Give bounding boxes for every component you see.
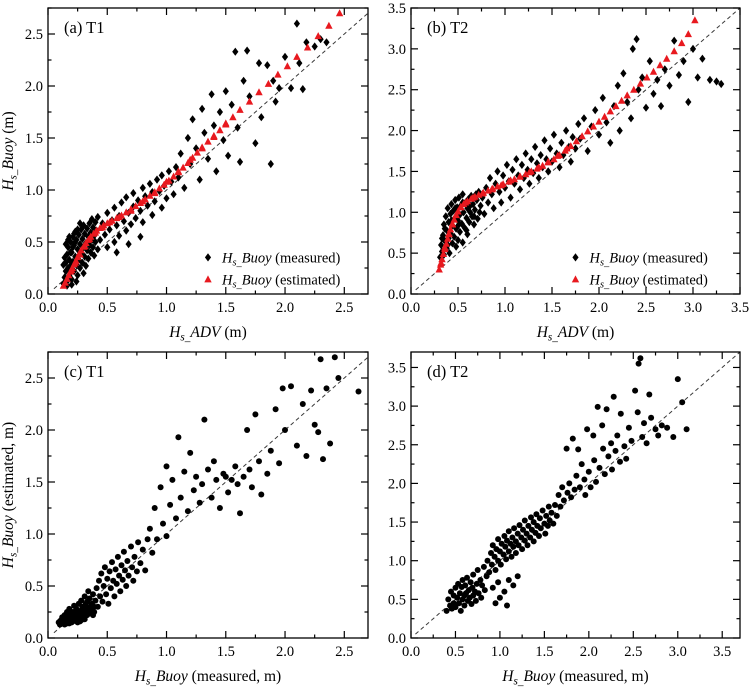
svg-text:3.0: 3.0: [388, 399, 406, 415]
axis-ticks: [410, 352, 740, 639]
svg-text:1.5: 1.5: [217, 644, 235, 660]
svg-text:0.5: 0.5: [98, 300, 116, 316]
panel-a: 0.0 0.5 1.0 1.5 2.0 2.5 0.0 0.5 1.0 1.5 2.0 2.5 Hs_A…: [0, 0, 374, 344]
x-axis-label: Hs_ADV (m): [168, 324, 247, 343]
svg-text:2.0: 2.0: [388, 476, 406, 492]
series-0-points: [55, 354, 362, 628]
svg-text:3.5: 3.5: [388, 1, 406, 17]
svg-text:2.5: 2.5: [637, 300, 655, 316]
svg-text:0.5: 0.5: [388, 592, 406, 608]
svg-text:1.5: 1.5: [217, 300, 235, 316]
series-1-points: [59, 9, 344, 289]
svg-text:1.0: 1.0: [157, 300, 175, 316]
tick-labels: 0.0 0.5 1.0 1.5 2.0 2.5 3.0 3.5 0.0 0.5 1.0 1.5 2.0 2…: [388, 1, 749, 316]
legend-label: Hs_Buoy (measured): [589, 250, 709, 268]
svg-text:3.5: 3.5: [731, 300, 749, 316]
svg-text:0.5: 0.5: [25, 235, 43, 251]
x-axis-label: Hs_ADV (m): [536, 324, 615, 343]
svg-text:3.0: 3.0: [684, 300, 702, 316]
svg-text:1.0: 1.0: [388, 205, 406, 221]
svg-text:2.5: 2.5: [25, 27, 43, 43]
svg-text:0.0: 0.0: [402, 644, 420, 660]
identity-line: [415, 7, 741, 291]
svg-text:1.5: 1.5: [388, 164, 406, 180]
tick-labels: 0.0 0.5 1.0 1.5 2.0 2.5 3.0 3.5 0.0 0.5 1.0 1.5 2.0 2…: [388, 360, 731, 660]
tick-labels: 0.0 0.5 1.0 1.5 2.0 2.5 0.0 0.5 1.0 1.5 2.0 2.5: [25, 371, 353, 660]
svg-text:0.5: 0.5: [449, 300, 467, 316]
svg-text:0.0: 0.0: [39, 300, 57, 316]
y-axis-label: Hs_Buoy (estimated, m): [0, 422, 19, 569]
svg-text:1.5: 1.5: [25, 131, 43, 147]
axis-ticks: [47, 7, 368, 295]
legend-label: Hs_Buoy (estimated): [589, 272, 709, 290]
identity-line: [53, 12, 369, 290]
panel-b: 0.0 0.5 1.0 1.5 2.0 2.5 3.0 3.5 0.0 0.5 1.0 1.5 2.0 2…: [374, 0, 749, 344]
svg-text:1.0: 1.0: [388, 554, 406, 570]
svg-text:1.0: 1.0: [157, 644, 175, 660]
svg-text:0.0: 0.0: [388, 287, 406, 303]
x-axis-label: Hs_Buoy (measured, m): [134, 668, 281, 687]
svg-text:2.0: 2.0: [276, 300, 294, 316]
series-0-points: [443, 355, 690, 614]
svg-text:2.5: 2.5: [624, 644, 642, 660]
plot-box: [410, 351, 741, 639]
svg-text:0.5: 0.5: [25, 579, 43, 595]
panel-title: (b) T2: [427, 18, 468, 37]
panel-title: (c) T1: [64, 362, 104, 381]
svg-text:0.0: 0.0: [388, 631, 406, 647]
svg-text:2.0: 2.0: [25, 423, 43, 439]
svg-text:2.5: 2.5: [335, 300, 353, 316]
svg-text:1.0: 1.0: [496, 300, 514, 316]
axis-ticks: [47, 351, 368, 639]
svg-text:0.5: 0.5: [98, 644, 116, 660]
svg-text:0.0: 0.0: [25, 631, 43, 647]
svg-text:2.0: 2.0: [25, 79, 43, 95]
tick-labels: 0.0 0.5 1.0 1.5 2.0 2.5 0.0 0.5 1.0 1.5 2.0 2.5: [25, 27, 353, 316]
plot-box: [47, 351, 369, 639]
svg-text:0.5: 0.5: [388, 246, 406, 262]
svg-text:0.0: 0.0: [39, 644, 57, 660]
svg-text:2.0: 2.0: [590, 300, 608, 316]
legend-label: Hs_Buoy (estimated): [221, 272, 341, 290]
svg-text:3.5: 3.5: [713, 644, 731, 660]
svg-text:0.0: 0.0: [402, 300, 420, 316]
axis-ticks: [410, 7, 741, 295]
panel-a-chart: 0.0 0.5 1.0 1.5 2.0 2.5 0.0 0.5 1.0 1.5 2.0 2.5 Hs_A…: [0, 7, 369, 343]
svg-text:1.0: 1.0: [25, 527, 43, 543]
svg-text:0.5: 0.5: [446, 644, 464, 660]
panel-title: (d) T2: [427, 362, 468, 381]
svg-text:3.0: 3.0: [669, 644, 687, 660]
panel-c-chart: 0.0 0.5 1.0 1.5 2.0 2.5 0.0 0.5 1.0 1.5 2.0 2.5 Hs_B…: [0, 351, 369, 687]
svg-text:2.5: 2.5: [388, 438, 406, 454]
legend-label: Hs_Buoy (measured): [221, 250, 341, 268]
svg-text:2.5: 2.5: [25, 371, 43, 387]
svg-text:0.0: 0.0: [25, 287, 43, 303]
svg-text:1.5: 1.5: [535, 644, 553, 660]
svg-text:1.5: 1.5: [388, 515, 406, 531]
svg-text:1.0: 1.0: [491, 644, 509, 660]
svg-text:2.0: 2.0: [388, 124, 406, 140]
x-axis-label: Hs_Buoy (measured, m): [501, 668, 648, 687]
panel-title: (a) T1: [64, 18, 104, 37]
svg-text:1.5: 1.5: [543, 300, 561, 316]
panel-c: 0.0 0.5 1.0 1.5 2.0 2.5 0.0 0.5 1.0 1.5 2.0 2.5 Hs_B…: [0, 344, 374, 688]
panel-d: 0.0 0.5 1.0 1.5 2.0 2.5 3.0 3.5 0.0 0.5 1.0 1.5 2.0 2…: [374, 344, 749, 688]
panel-d-chart: 0.0 0.5 1.0 1.5 2.0 2.5 3.0 3.5 0.0 0.5 1.0 1.5 2.0 2…: [388, 351, 741, 687]
y-axis-label: Hs_Buoy (m): [0, 111, 19, 191]
svg-text:1.5: 1.5: [25, 475, 43, 491]
svg-text:2.0: 2.0: [276, 644, 294, 660]
svg-text:2.5: 2.5: [335, 644, 353, 660]
svg-text:2.5: 2.5: [388, 83, 406, 99]
panel-b-chart: 0.0 0.5 1.0 1.5 2.0 2.5 3.0 3.5 0.0 0.5 1.0 1.5 2.0 2…: [388, 1, 749, 343]
svg-text:3.5: 3.5: [388, 360, 406, 376]
legend: Hs_Buoy (measured) Hs_Buoy (estimated): [204, 250, 341, 291]
series-0-points: [437, 35, 725, 262]
legend: Hs_Buoy (measured) Hs_Buoy (estimated): [571, 250, 709, 291]
svg-text:2.0: 2.0: [580, 644, 598, 660]
svg-text:3.0: 3.0: [388, 42, 406, 58]
series-1-points: [435, 16, 699, 273]
svg-text:1.0: 1.0: [25, 183, 43, 199]
plot-box: [47, 7, 369, 295]
